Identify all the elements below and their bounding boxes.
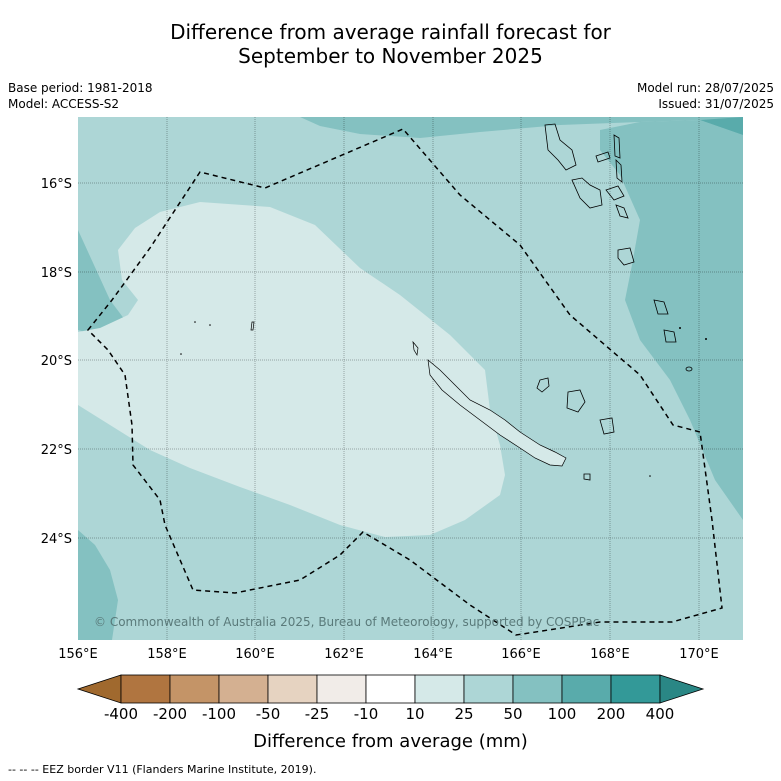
lon-tick: 166°E — [501, 647, 541, 662]
colorbar-segment — [512, 674, 563, 704]
lat-tick: 18°S — [41, 266, 72, 281]
reef-speck — [209, 324, 211, 326]
ouvea-island — [536, 377, 550, 393]
issued-date: Issued: 31/07/2025 — [658, 97, 774, 111]
belep-islands — [412, 340, 419, 357]
map-title: Difference from average rainfall forecas… — [0, 20, 781, 68]
colorbar-segment — [365, 674, 416, 704]
ambae-island — [613, 134, 621, 159]
mare-island — [599, 417, 615, 435]
contour-10-25 — [78, 202, 505, 537]
colorbar-tick: 200 — [596, 705, 626, 723]
graticule — [78, 117, 743, 640]
colorbar — [76, 674, 705, 704]
contour-50-100-bottom-left — [78, 530, 118, 640]
contour-50-100-right — [600, 120, 743, 520]
reef-speck — [649, 475, 651, 477]
base-period: Base period: 1981-2018 — [8, 81, 153, 95]
reef-speck — [180, 353, 182, 355]
colorbar-segment — [169, 674, 220, 704]
contour-100-200 — [700, 117, 743, 135]
lon-tick: 170°E — [679, 647, 719, 662]
malekula-island — [571, 177, 603, 209]
eez-border — [86, 128, 723, 636]
meta-right: Model run: 28/07/2025 Issued: 31/07/2025 — [637, 80, 774, 112]
map-area: © Commonwealth of Australia 2025, Bureau… — [78, 117, 743, 640]
title-line-1: Difference from average rainfall forecas… — [170, 20, 611, 44]
colorbar-segment — [463, 674, 514, 704]
lat-tick-labels: 16°S 18°S 20°S 22°S 24°S — [41, 177, 72, 547]
pentecost-island — [615, 158, 623, 183]
colorbar-segment — [316, 674, 367, 704]
colorbar-label: Difference from average (mm) — [253, 731, 528, 752]
colorbar-segment — [120, 674, 171, 704]
colorbar-tick: -50 — [255, 705, 281, 723]
espiritu-santo-island — [544, 123, 577, 171]
colorbar-segment — [218, 674, 269, 704]
chesterfield-islands — [250, 321, 255, 331]
model-run: Model run: 28/07/2025 — [636, 81, 774, 95]
eez-footnote: -- -- -- EEZ border V11 (Flanders Marine… — [8, 763, 317, 776]
model-name: Model: ACCESS-S2 — [8, 97, 120, 111]
ambrym-island — [605, 185, 625, 201]
epi-island — [615, 204, 629, 219]
colorbar-tick: -25 — [304, 705, 330, 723]
lon-tick: 160°E — [235, 647, 275, 662]
colorbar-extend-high — [659, 674, 705, 704]
colorbar-segment — [267, 674, 318, 704]
lon-tick: 168°E — [590, 647, 630, 662]
colorbar-tick: 10 — [405, 705, 425, 723]
maewo-island — [595, 151, 611, 163]
colorbar-tick: -10 — [353, 705, 379, 723]
new-caledonia-island — [427, 359, 567, 467]
contour-50-100-top — [300, 117, 743, 138]
colorbar-tick: 400 — [645, 705, 675, 723]
colorbar-segment — [561, 674, 612, 704]
lon-tick: 156°E — [58, 647, 98, 662]
lon-tick-labels: 156°E 158°E 160°E 162°E 164°E 166°E 168°… — [58, 647, 719, 662]
colorbar-segment — [610, 674, 661, 704]
erromango-island — [653, 299, 669, 315]
meta-left: Base period: 1981-2018 Model: ACCESS-S2 — [8, 80, 153, 112]
colorbar-tick: -200 — [152, 705, 188, 723]
title-line-2: September to November 2025 — [238, 44, 543, 68]
tanna-island — [663, 329, 677, 343]
copyright-text: © Commonwealth of Australia 2025, Bureau… — [94, 615, 599, 629]
colorbar-tick: 50 — [503, 705, 523, 723]
lat-tick: 16°S — [41, 177, 72, 192]
colorbar-segment — [414, 674, 465, 704]
lat-tick: 24°S — [41, 532, 72, 547]
lon-tick: 158°E — [147, 647, 187, 662]
lifou-island — [566, 389, 586, 413]
isle-of-pines — [583, 473, 591, 481]
efate-island — [617, 247, 635, 266]
lat-tick: 20°S — [41, 354, 72, 369]
lon-tick: 164°E — [413, 647, 453, 662]
colorbar-tick: 100 — [547, 705, 577, 723]
reef-speck — [705, 338, 707, 340]
reef-speck — [194, 321, 196, 323]
colorbar-tick: 25 — [454, 705, 474, 723]
colorbar-extend-low — [76, 674, 122, 704]
colorbar-tick: -400 — [103, 705, 139, 723]
reef-speck — [679, 327, 681, 329]
aneityum-island — [685, 366, 693, 372]
lon-tick: 162°E — [324, 647, 364, 662]
contour-50-100-left — [78, 230, 125, 335]
lat-tick: 22°S — [41, 443, 72, 458]
colorbar-tick: -100 — [201, 705, 237, 723]
